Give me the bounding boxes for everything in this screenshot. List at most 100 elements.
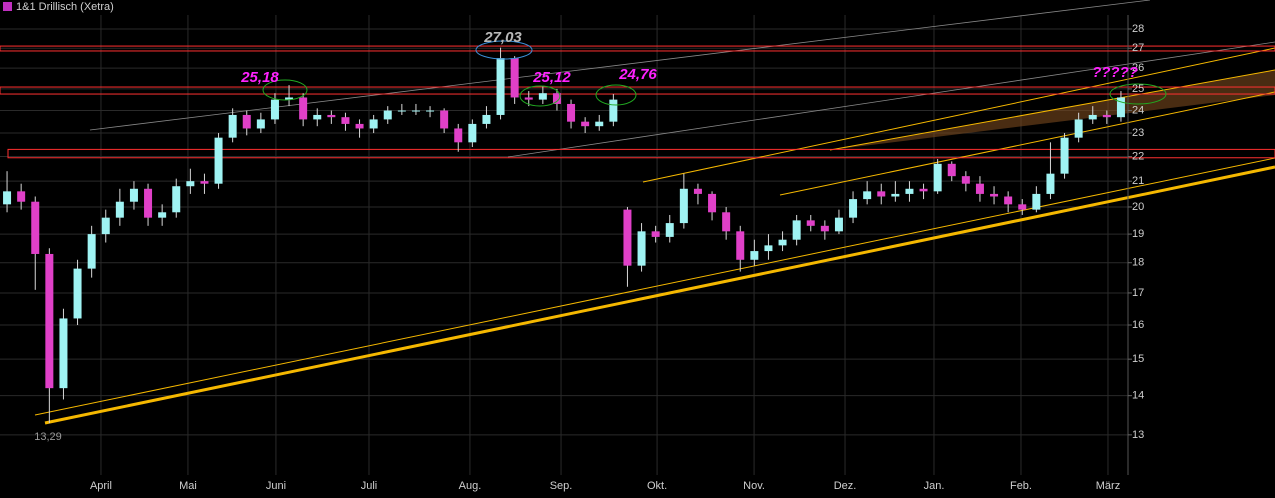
ellipse [595, 84, 637, 106]
trend-line [829, 69, 1275, 151]
x-tick-label: Aug. [459, 480, 482, 492]
candle-body [919, 188, 928, 192]
candle-body [454, 128, 463, 143]
candle-body [299, 97, 308, 120]
trend-line [89, 0, 1151, 131]
annotation: 24,76 [618, 66, 657, 83]
trend-line [44, 165, 1275, 425]
candle-body [792, 220, 801, 240]
x-tick-label: Okt. [647, 480, 667, 492]
y-tick-label: 13 [1132, 429, 1144, 441]
candle-body [538, 93, 547, 100]
candle-body [637, 231, 646, 266]
candle-body [73, 268, 82, 319]
trend-line [642, 47, 1275, 183]
annotation: ????? [1092, 64, 1138, 81]
candle-body [961, 176, 970, 184]
candle-body [256, 119, 265, 129]
x-tick-label: Juni [266, 480, 286, 492]
candle-body [1046, 173, 1055, 194]
candle-body [947, 163, 956, 177]
candle-body [144, 188, 153, 218]
candle-body [59, 318, 68, 389]
candle-body [736, 231, 745, 260]
candle-body [45, 253, 54, 389]
candle-body [708, 193, 717, 213]
candle-body [129, 188, 138, 202]
x-tick-label: Sep. [550, 480, 573, 492]
y-tick-label: 25 [1132, 83, 1144, 95]
zones [0, 45, 1275, 159]
trend-line [779, 91, 1275, 196]
candle-body [595, 121, 604, 127]
y-tick-label: 16 [1132, 319, 1144, 331]
candle-body [567, 103, 576, 122]
candle-body [1116, 97, 1125, 118]
candle-body [1060, 137, 1069, 174]
y-tick-label: 28 [1132, 23, 1144, 35]
candle-body [820, 225, 829, 232]
candle-body [722, 212, 731, 232]
ellipse [262, 79, 308, 101]
y-tick-label: 14 [1132, 390, 1144, 402]
candle-body [849, 199, 858, 218]
candle-body [369, 119, 378, 129]
candle-body [891, 193, 900, 197]
candle-body [186, 181, 195, 187]
y-tick-label: 21 [1132, 175, 1144, 187]
candle-body [975, 183, 984, 194]
candle-body [158, 212, 167, 218]
y-tick-label: 15 [1132, 353, 1144, 365]
candle-body [397, 110, 406, 112]
candle-body [426, 110, 435, 112]
candle-body [1088, 114, 1097, 120]
candle-body [101, 217, 110, 235]
candle-body [679, 188, 688, 224]
y-tick-label: 20 [1132, 201, 1144, 213]
candle-body [1032, 193, 1041, 210]
y-tick-label: 18 [1132, 257, 1144, 269]
candle-body [383, 110, 392, 120]
y-tick-label: 24 [1132, 104, 1144, 116]
candle-body [17, 191, 26, 202]
candle-body [496, 58, 505, 115]
y-tick-label: 22 [1132, 150, 1144, 162]
annotation: 25,12 [532, 69, 571, 86]
x-tick-label: Juli [361, 480, 378, 492]
zone [7, 148, 1275, 159]
y-tick-label: 26 [1132, 62, 1144, 74]
ellipse [1109, 83, 1167, 105]
candle-body [1018, 204, 1027, 210]
ellipse [475, 40, 533, 60]
x-tick-label: April [90, 480, 112, 492]
candle-body [581, 121, 590, 127]
candle-body [623, 209, 632, 266]
candle-body [31, 201, 40, 254]
zone [0, 45, 1275, 52]
candle-body [115, 201, 124, 218]
candle-body [834, 217, 843, 232]
candle-body [778, 239, 787, 246]
candle-body [270, 99, 279, 120]
candle-body [411, 110, 420, 112]
candle-body [524, 97, 533, 100]
candle-body [552, 93, 561, 104]
x-tick-label: Mai [179, 480, 197, 492]
candle-body [440, 110, 449, 129]
candle-body [609, 99, 618, 122]
x-tick-label: Feb. [1010, 480, 1032, 492]
annotation: 27,03 [483, 29, 522, 46]
candle-body [3, 191, 12, 205]
candle-body [214, 137, 223, 184]
x-tick-label: März [1096, 480, 1120, 492]
candle-body [242, 114, 251, 129]
y-tick-label: 17 [1132, 287, 1144, 299]
x-tick-label: Jan. [924, 480, 945, 492]
candle-body [510, 58, 519, 98]
candle-body [228, 114, 237, 138]
candle-body [285, 97, 294, 100]
ellipse [519, 85, 561, 107]
y-tick-label: 27 [1132, 42, 1144, 54]
